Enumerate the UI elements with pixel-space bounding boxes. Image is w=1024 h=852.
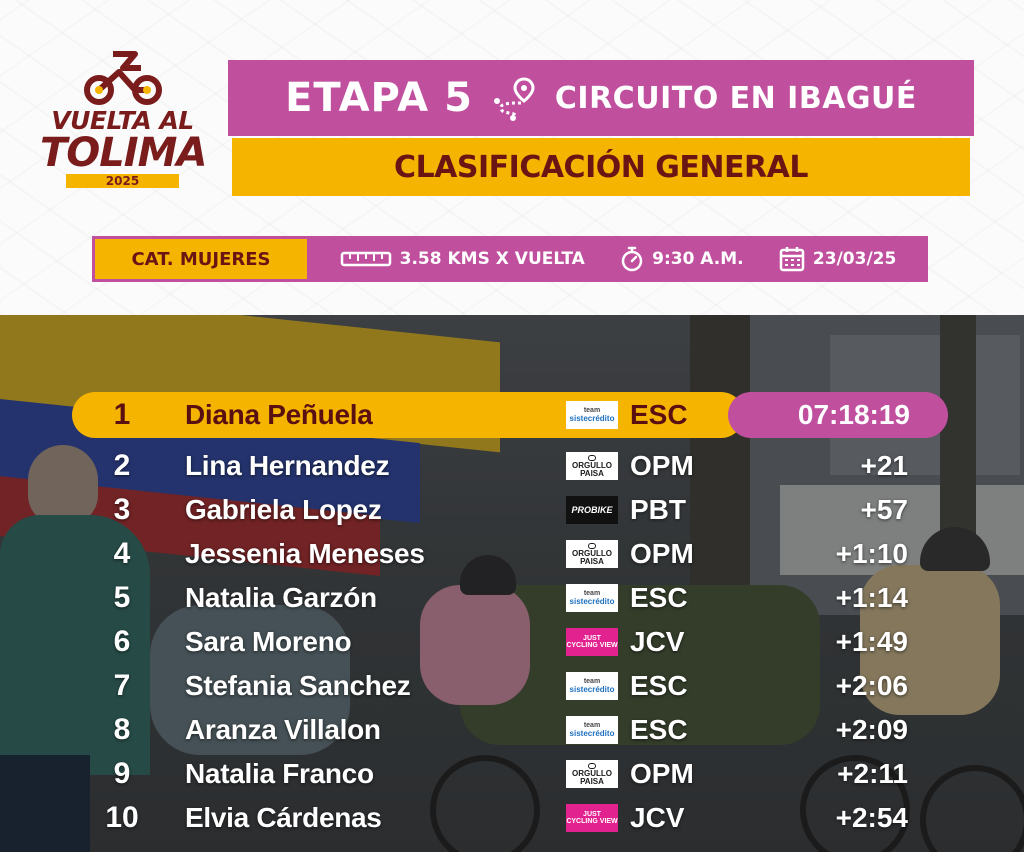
- wheel-far-right: [920, 765, 1024, 852]
- time-gap: +1:14: [835, 582, 908, 613]
- start-time-text: 9:30 A.M.: [652, 249, 744, 269]
- cyclist-right: [860, 565, 1000, 715]
- wheel-right: [800, 755, 910, 852]
- cyclist-helmet: [460, 555, 516, 595]
- position: 2: [113, 449, 131, 482]
- just-cycling-view-logo-icon: JUST CYCLING VIEW: [566, 804, 618, 832]
- time-gap: +2:06: [835, 670, 908, 701]
- rider-name: Natalia Garzón: [185, 582, 377, 613]
- team-code: ESC: [630, 670, 688, 701]
- calendar-icon: [779, 247, 805, 272]
- team-code: JCV: [630, 802, 685, 833]
- position: 1: [113, 398, 131, 431]
- time-gap: +1:10: [835, 538, 908, 569]
- rider-name: Jessenia Meneses: [185, 538, 425, 569]
- team-code: ESC: [630, 714, 688, 745]
- date-info: 23/03/25: [779, 246, 896, 272]
- cyclists-group: [150, 605, 350, 755]
- orgullo-paisa-logo-icon: ORGULLO PAISA: [566, 760, 618, 788]
- info-bar: 3.58 KMS X VUELTA 9:30 A.M. 23/03/25: [308, 236, 928, 282]
- team-code: OPM: [630, 538, 694, 569]
- probike-logo-icon: PROBIKE: [566, 496, 618, 524]
- race-time: 07:18:19: [797, 399, 910, 430]
- position: 8: [113, 713, 131, 746]
- distance-text: 3.58 KMS X VUELTA: [399, 249, 585, 269]
- rider-name: Sara Moreno: [185, 626, 352, 657]
- orgullo-paisa-logo-icon: ORGULLO PAISA: [566, 452, 618, 480]
- rider-name: Diana Peñuela: [185, 399, 373, 430]
- stopwatch-icon: [621, 246, 643, 272]
- date-text: 23/03/25: [812, 249, 897, 269]
- leader-highlight: [72, 392, 744, 438]
- result-row-3: 3 Gabriela Lopez PROBIKE PBT +57: [72, 488, 948, 532]
- position: 6: [113, 625, 131, 658]
- just-cycling-view-logo-icon: JUST CYCLING VIEW: [566, 628, 618, 656]
- distance-info: 3.58 KMS X VUELTA: [340, 249, 585, 269]
- team-code: ESC: [630, 399, 688, 430]
- position: 4: [113, 537, 131, 570]
- stage-title: ETAPA 5: [285, 75, 473, 121]
- result-row-7: 7 Stefania Sanchez team sistecrédito ESC …: [72, 664, 948, 708]
- result-row-1: 1 Diana Peñuela team sistecrédito ESC 07:…: [72, 392, 948, 438]
- result-row-5: 5 Natalia Garzón team sistecrédito ESC +1…: [72, 576, 948, 620]
- sistecredito-logo-icon: team sistecrédito: [566, 716, 618, 744]
- position: 9: [113, 757, 131, 790]
- sistecredito-logo-icon: team sistecrédito: [566, 584, 618, 612]
- ruler-icon: [340, 251, 391, 267]
- classification-banner: CLASIFICACIÓN GENERAL: [232, 138, 970, 196]
- header-section: VUELTA AL TOLIMA 2025 ETAPA 5 CIRCUITO E…: [0, 0, 1024, 315]
- time-gap: +57: [860, 494, 909, 525]
- vuelta-logo: VUELTA AL TOLIMA 2025: [40, 50, 207, 200]
- spectator-shirt: [0, 515, 150, 775]
- result-row-4: 4 Jessenia Meneses ORGULLO PAISA OPM +1:1…: [72, 532, 948, 576]
- cyclist-logo-icon: [83, 51, 162, 105]
- logo-year: 2025: [65, 174, 180, 188]
- time-gap: +2:54: [835, 802, 908, 833]
- logo-line1: VUELTA AL: [51, 106, 194, 135]
- rider-name: Elvia Cárdenas: [185, 802, 382, 833]
- leader-time-highlight: [728, 392, 948, 438]
- cyclist-pink: [420, 585, 530, 705]
- position: 7: [113, 669, 131, 702]
- result-row-9: 9 Natalia Franco ORGULLO PAISA OPM +2:11: [72, 752, 948, 796]
- route-title: CIRCUITO EN IBAGUÉ: [554, 80, 917, 116]
- team-code: PBT: [630, 494, 686, 525]
- rider-name: Gabriela Lopez: [185, 494, 382, 525]
- time-gap: +21: [860, 450, 909, 481]
- position: 3: [113, 493, 131, 526]
- orgullo-paisa-logo-icon: ORGULLO PAISA: [566, 540, 618, 568]
- logo-line2: TOLIMA: [40, 130, 207, 176]
- wheel: [430, 755, 540, 852]
- team-code: OPM: [630, 450, 694, 481]
- stage-banner: ETAPA 5 CIRCUITO EN IBAGUÉ: [228, 60, 974, 136]
- result-row-8: 8 Aranza Villalon team sistecrédito ESC +…: [72, 708, 948, 752]
- start-time-info: 9:30 A.M.: [620, 246, 744, 272]
- team-code: ESC: [630, 582, 688, 613]
- rider-name: Natalia Franco: [185, 758, 374, 789]
- rider-name: Aranza Villalon: [185, 714, 381, 745]
- route-pin-icon: [493, 77, 535, 121]
- sistecredito-logo-icon: team sistecrédito: [566, 672, 618, 700]
- team-code: JCV: [630, 626, 685, 657]
- time-gap: +2:11: [837, 758, 908, 789]
- team-code: OPM: [630, 758, 694, 789]
- position: 10: [105, 801, 139, 834]
- result-row-6: 6 Sara Moreno JUST CYCLING VIEW JCV +1:49: [72, 620, 948, 664]
- sistecredito-logo-icon: team sistecrédito: [566, 401, 618, 429]
- rider-name: Lina Hernandez: [185, 450, 390, 481]
- result-row-10: 10 Elvia Cárdenas JUST CYCLING VIEW JCV +…: [72, 796, 948, 840]
- category-badge: CAT. MUJERES: [92, 236, 310, 282]
- spectator-head: [28, 445, 98, 525]
- result-row-2: 2 Lina Hernandez ORGULLO PAISA OPM +21: [72, 444, 948, 488]
- spectator-jeans: [0, 755, 90, 852]
- time-gap: +2:09: [835, 714, 908, 745]
- position: 5: [113, 581, 131, 614]
- rider-name: Stefania Sanchez: [185, 670, 411, 701]
- time-gap: +1:49: [835, 626, 908, 657]
